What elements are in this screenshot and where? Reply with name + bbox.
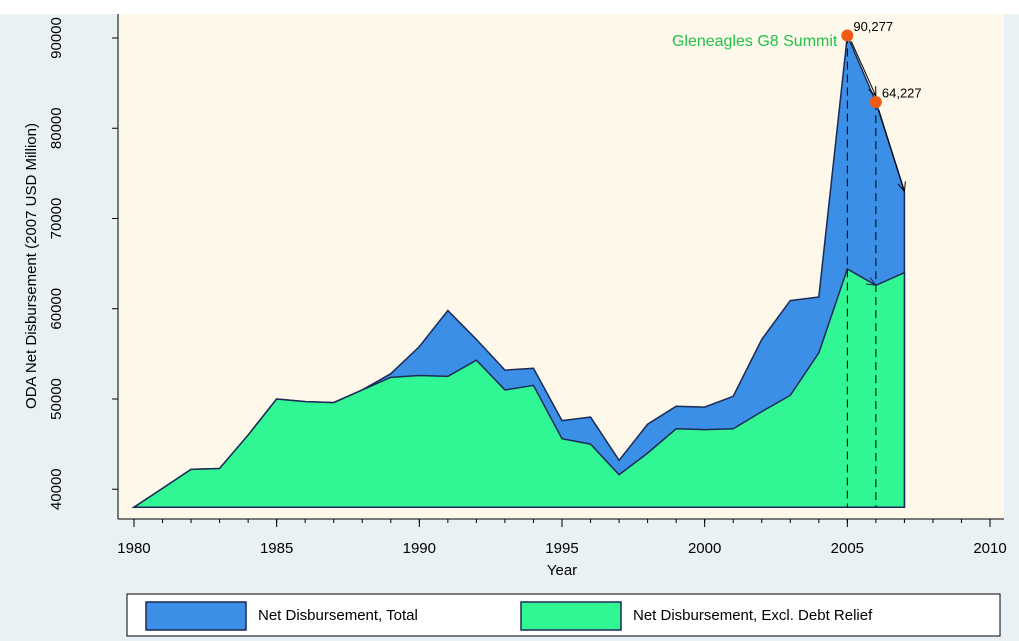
legend-swatch xyxy=(145,601,247,631)
x-tick-label: 1985 xyxy=(260,540,293,557)
y-tick-label: 90000 xyxy=(48,17,65,59)
x-tick-label: 2000 xyxy=(688,540,721,557)
y-tick-label: 50000 xyxy=(48,378,65,420)
annotation: Gleneagles G8 Summit xyxy=(672,33,838,50)
y-axis-label: ODA Net Disbursement (2007 USD Million) xyxy=(23,123,40,409)
y-tick-label: 80000 xyxy=(48,107,65,149)
trend-arrow xyxy=(851,270,877,286)
area xyxy=(131,267,906,509)
point-label: 64,227 xyxy=(882,86,922,101)
arrow-head xyxy=(865,276,877,286)
x-tick-label: 1980 xyxy=(117,540,150,557)
y-tick-label: 40000 xyxy=(48,468,65,510)
title-strip xyxy=(0,0,1019,14)
x-tick-label: 1990 xyxy=(403,540,436,557)
point-label: 90,277 xyxy=(853,19,893,34)
y-tick-label: 60000 xyxy=(48,288,65,330)
y-tick-label: 70000 xyxy=(48,198,65,240)
trend-arrow xyxy=(850,41,877,97)
trend-arrow xyxy=(878,109,905,192)
x-tick-label: 1995 xyxy=(545,540,578,557)
x-tick-label: 2010 xyxy=(973,540,1006,557)
x-tick-label: 2005 xyxy=(831,540,864,557)
arrow-head xyxy=(897,181,906,193)
x-axis-label: Year xyxy=(547,562,577,579)
highlight-point xyxy=(841,29,854,42)
highlight-point xyxy=(869,96,882,109)
legend-label: Net Disbursement, Excl. Debt Relief xyxy=(633,607,873,624)
legend-swatch xyxy=(520,601,622,631)
legend-label: Net Disbursement, Total xyxy=(258,607,418,624)
